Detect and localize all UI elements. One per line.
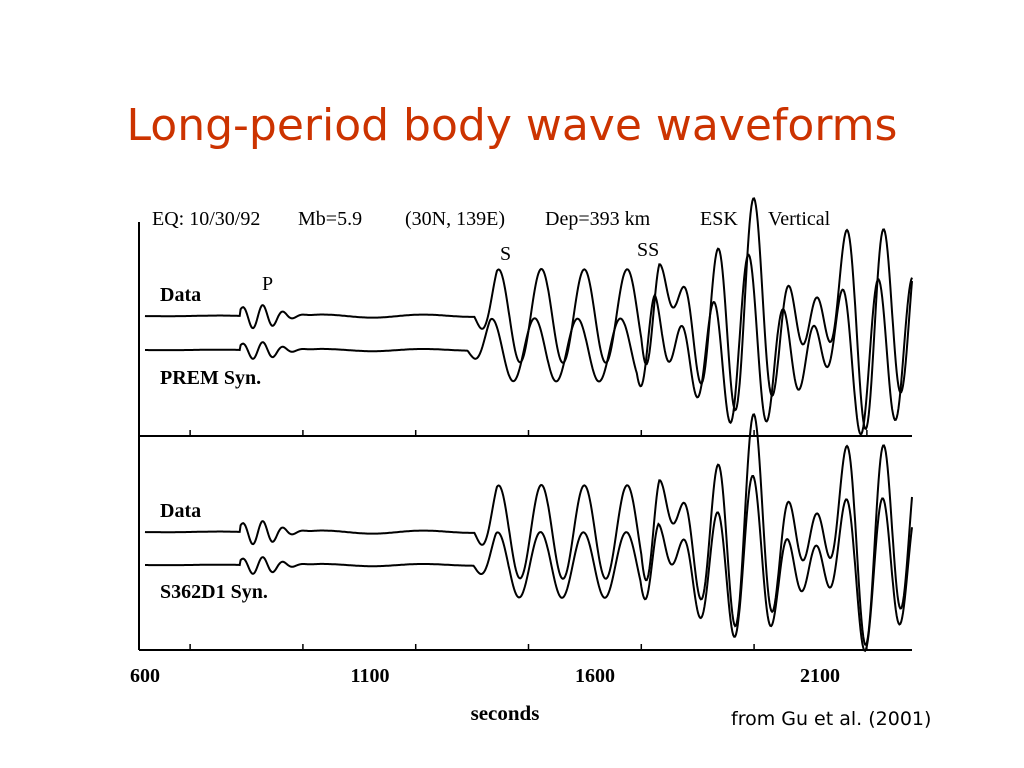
waveform-data [144, 413, 913, 647]
slide-title: Long-period body wave waveforms [126, 100, 898, 151]
x-tick-1100: 1100 [351, 665, 390, 687]
x-tick-2100: 2100 [800, 665, 840, 687]
header-station: ESK [700, 208, 738, 230]
header-eq: EQ: 10/30/92 [152, 208, 260, 230]
waveform-traces [144, 197, 913, 653]
trace-label-prem: PREM Syn. [160, 367, 261, 389]
waveform-data [144, 197, 913, 431]
tick-marks [189, 430, 868, 650]
x-tick-1600: 1600 [575, 665, 615, 687]
phase-label-ss: SS [637, 239, 659, 261]
header-component: Vertical [768, 208, 831, 230]
phase-label-s: S [500, 243, 511, 265]
trace-label-data-bottom: Data [160, 500, 201, 522]
trace-label-data-top: Data [160, 284, 201, 306]
phase-label-p: P [262, 273, 273, 295]
header-location: (30N, 139E) [405, 208, 505, 230]
header-depth: Dep=393 km [545, 208, 651, 230]
x-tick-600: 600 [130, 665, 160, 687]
trace-label-s362d1: S362D1 Syn. [160, 581, 268, 603]
waveform-prem-syn [145, 253, 913, 436]
citation: from Gu et al. (2001) [731, 708, 932, 730]
waveform-s362d1-syn [145, 475, 913, 653]
x-axis-label: seconds [471, 701, 540, 725]
header-mb: Mb=5.9 [298, 208, 362, 230]
event-header: EQ: 10/30/92 Mb=5.9 (30N, 139E) Dep=393 … [152, 208, 831, 230]
